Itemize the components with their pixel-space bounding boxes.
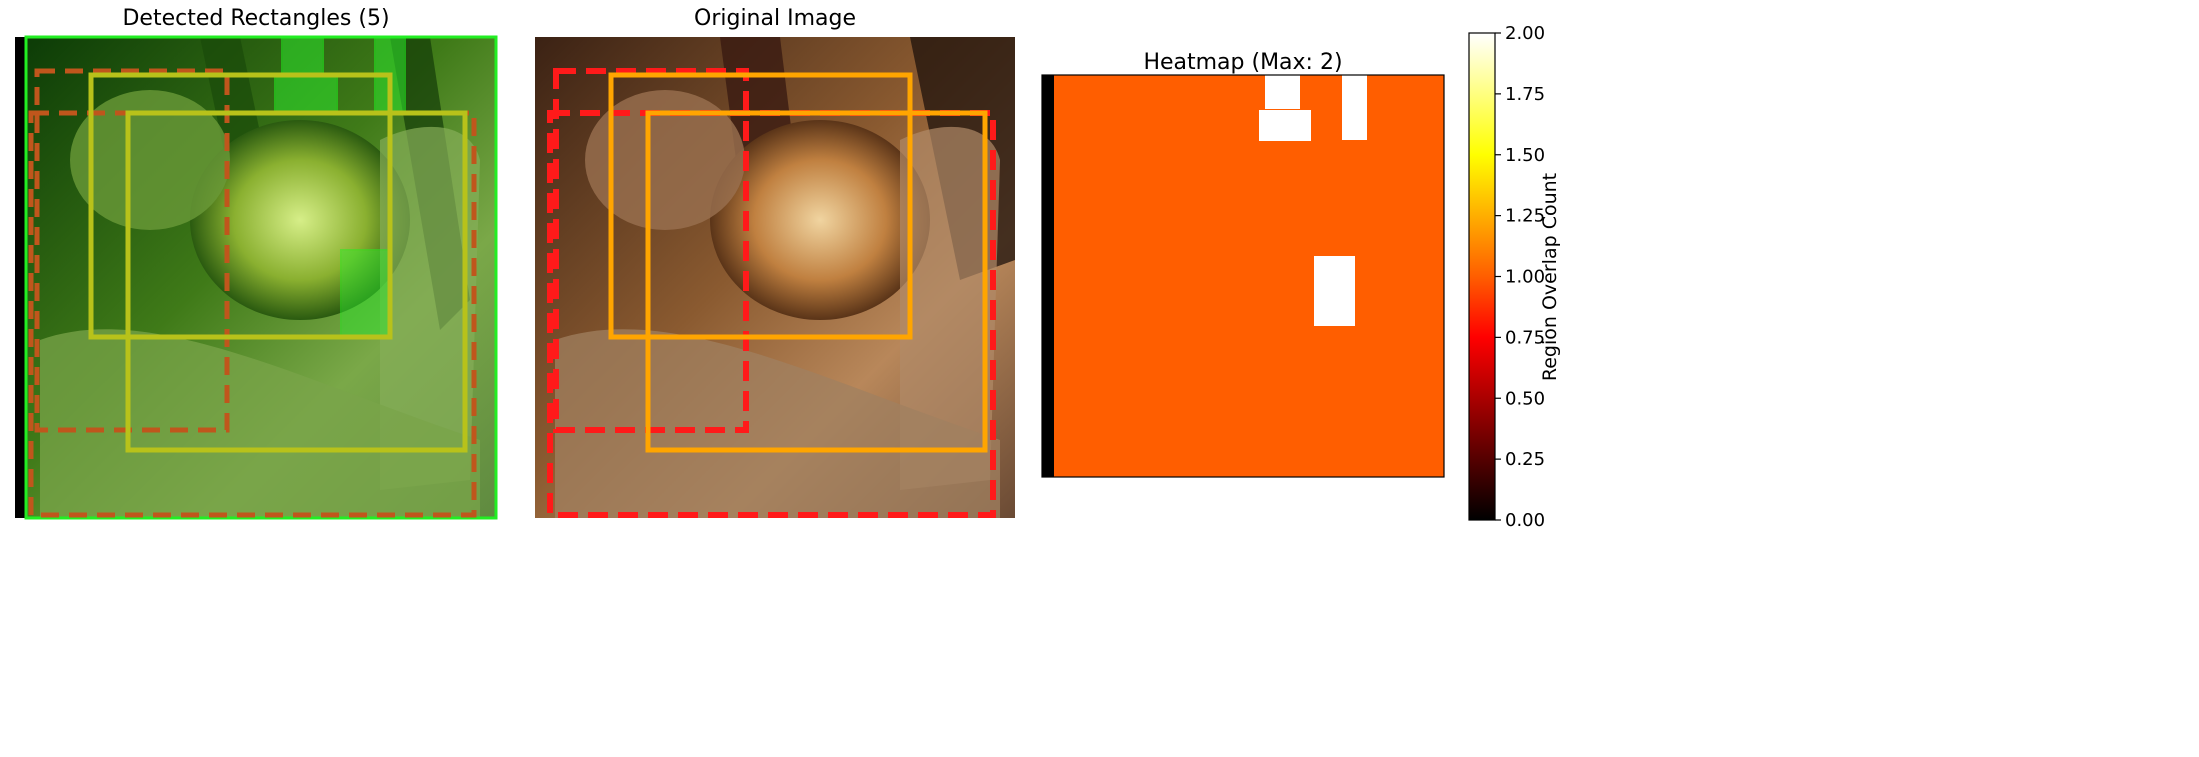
heatmap-cell-two bbox=[1314, 256, 1355, 326]
colorbar-tick-label: 1.00 bbox=[1505, 267, 1545, 288]
colorbar-tick-label: 1.50 bbox=[1505, 145, 1545, 166]
lion-body-shape bbox=[555, 329, 1000, 518]
lion-body-shape bbox=[40, 329, 480, 518]
colorbar-tick-label: 2.00 bbox=[1505, 23, 1545, 44]
detected-panel-title: Detected Rectangles (5) bbox=[122, 6, 390, 31]
colorbar-label: Region Overlap Count bbox=[1539, 173, 1561, 381]
lion-paw-shape bbox=[900, 126, 1000, 490]
rect-solid-orange bbox=[645, 110, 988, 453]
heatmap-cell-two bbox=[1259, 110, 1311, 141]
lion-head-shape bbox=[70, 90, 230, 230]
overlap-region bbox=[281, 36, 324, 76]
detection-rect-outer bbox=[24, 35, 498, 520]
rect-solid-orange bbox=[608, 72, 913, 340]
detection-rect-dashed bbox=[28, 110, 477, 518]
original-panel bbox=[535, 37, 1015, 518]
heatmap-frame bbox=[1041, 74, 1445, 478]
lion-paw-shape bbox=[380, 126, 480, 490]
colorbar-tick-label: 0.75 bbox=[1505, 327, 1545, 348]
heatmap-cell-two bbox=[1342, 75, 1367, 140]
colorbar-gradient bbox=[1469, 33, 1495, 520]
heatmap-panel bbox=[1041, 74, 1445, 478]
colorbar-tick-label: 1.75 bbox=[1505, 84, 1545, 105]
lion-head-shape bbox=[585, 90, 745, 230]
detection-rect-solid bbox=[88, 72, 393, 340]
colorbar-tick-label: 1.25 bbox=[1505, 206, 1545, 227]
rect-dashed-red bbox=[553, 68, 749, 433]
detection-rect-dashed bbox=[34, 68, 230, 433]
colorbar-tick-label: 0.00 bbox=[1505, 510, 1545, 531]
heatmap-panel-title: Heatmap (Max: 2) bbox=[1143, 50, 1343, 75]
lion-head-shape bbox=[710, 120, 930, 320]
detected-panel bbox=[15, 35, 498, 520]
heatmap-cell-two bbox=[1265, 75, 1300, 109]
detection-rect-solid bbox=[125, 110, 468, 453]
original-panel-title: Original Image bbox=[694, 6, 856, 31]
colorbar-tick-label: 0.25 bbox=[1505, 449, 1545, 470]
heatmap-cell-one bbox=[1042, 75, 1444, 477]
colorbar: 0.00 0.25 0.50 0.75 1.00 1.25 1.50 1.75 2.00 Reg… bbox=[1468, 23, 1561, 531]
overlap-region bbox=[340, 249, 391, 338]
heatmap-cell-zero bbox=[1042, 75, 1054, 477]
left-black-strip bbox=[15, 37, 27, 518]
colorbar-tick-label: 0.50 bbox=[1505, 388, 1545, 409]
overlap-region bbox=[274, 74, 338, 114]
